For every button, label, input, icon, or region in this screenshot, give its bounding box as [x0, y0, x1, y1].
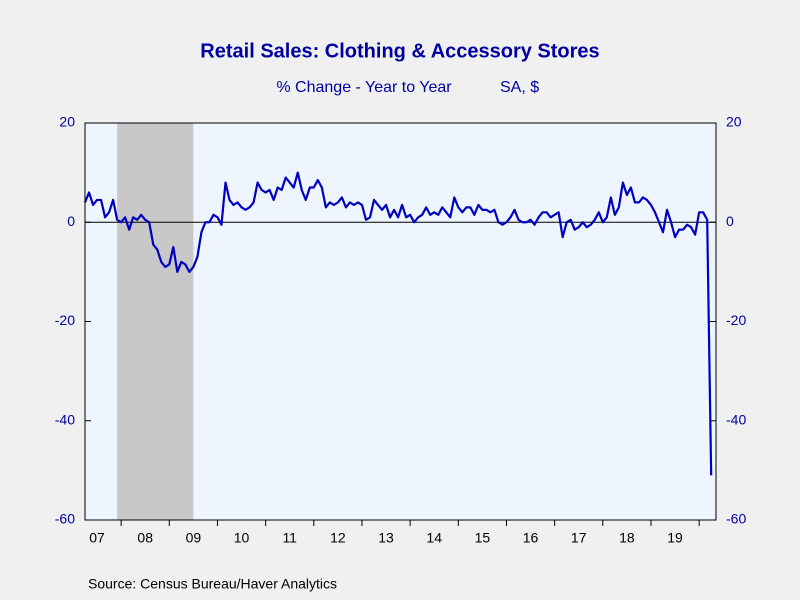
x-tick-label: 18 — [619, 530, 635, 546]
plot — [83, 123, 716, 520]
chart-title: Retail Sales: Clothing & Accessory Store… — [200, 40, 599, 62]
y-tick-label: 0 — [67, 213, 75, 229]
subtitle: % Change - Year to Year — [276, 79, 452, 96]
y-tick-label: 20 — [59, 114, 75, 130]
x-tick-label: 16 — [523, 530, 539, 546]
x-tick-label: 17 — [571, 530, 587, 546]
x-tick-label: 15 — [475, 530, 491, 546]
x-tick-label: 09 — [186, 530, 202, 546]
x-tick-label: 19 — [667, 530, 683, 546]
x-tick-label: 08 — [137, 530, 153, 546]
y2-tick-label: 20 — [726, 114, 742, 130]
source: Source: Census Bureau/Haver Analytics — [88, 576, 337, 592]
x-tick-label: 14 — [426, 530, 442, 546]
y2-tick-label: 0 — [726, 213, 734, 229]
x-tick-label: 07 — [89, 530, 105, 546]
y2-tick-label: -20 — [726, 312, 746, 328]
x-tick-label: 13 — [378, 530, 394, 546]
y-tick-label: -40 — [55, 411, 75, 427]
x-tick-label: 11 — [282, 530, 297, 546]
recession-shade — [117, 123, 194, 520]
x-tick-label: 10 — [234, 530, 250, 546]
y-tick-label: -60 — [55, 511, 75, 527]
x-tick-label: 12 — [330, 530, 346, 546]
y-tick-label: -20 — [55, 312, 75, 328]
y2-tick-label: -60 — [726, 511, 746, 527]
y2-tick-label: -40 — [726, 411, 746, 427]
units-note: SA, $ — [500, 79, 539, 96]
series-line — [83, 171, 713, 476]
